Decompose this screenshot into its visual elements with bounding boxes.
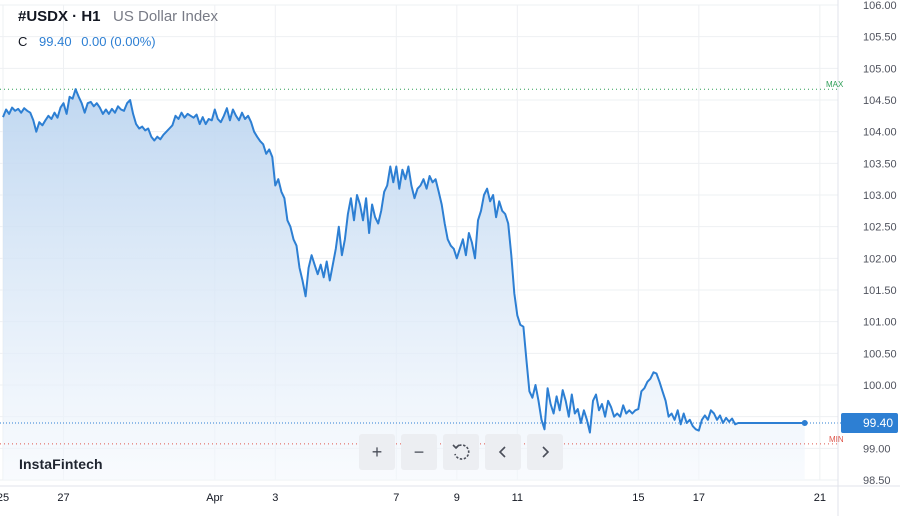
chevron-right-icon	[542, 446, 550, 458]
reset-button[interactable]	[443, 434, 479, 470]
x-tick-label: 27	[57, 492, 69, 504]
zoom-in-button[interactable]: +	[359, 434, 395, 470]
y-tick-label: 101.00	[863, 317, 897, 329]
price-area	[3, 89, 805, 480]
y-tick-label: 102.00	[863, 253, 897, 265]
last-price-dot	[801, 420, 808, 426]
scroll-right-button[interactable]	[527, 434, 563, 470]
symbol-title[interactable]: #USDX · H1	[18, 8, 101, 25]
price-area-fill	[3, 89, 805, 480]
y-tick-label: 102.50	[863, 222, 897, 234]
y-tick-label: 104.00	[863, 127, 897, 139]
price-line-layer	[2, 88, 808, 434]
quote-line: C 99.40 0.00 (0.00%)	[18, 34, 162, 49]
chart-header: #USDX · H1 US Dollar Index	[18, 8, 218, 26]
y-tick-label: 99.00	[863, 443, 891, 455]
y-tick-label: 106.00	[863, 0, 897, 12]
min-label: MIN	[829, 434, 844, 444]
brand-logo: InstaFintech	[19, 456, 103, 472]
symbol-description: US Dollar Index	[112, 8, 219, 25]
chart-toolbar: + −	[359, 434, 563, 470]
y-tick-label: 104.50	[863, 95, 897, 107]
zoom-out-button[interactable]: −	[401, 434, 437, 470]
close-value: 99.40	[39, 34, 72, 49]
y-tick-label: 100.00	[863, 380, 897, 392]
max-label: MAX	[826, 80, 844, 90]
x-tick-label: 11	[512, 492, 523, 504]
x-tick-label: 7	[393, 492, 399, 504]
y-tick-label: 101.50	[863, 285, 897, 297]
minus-icon: −	[413, 441, 425, 462]
x-tick-label: 9	[454, 492, 460, 504]
change-value: 0.00 (0.00%)	[81, 34, 156, 49]
x-tick-label: 25	[0, 492, 9, 504]
x-tick-label: Apr	[206, 492, 223, 504]
price-line	[2, 88, 805, 434]
close-label: C	[18, 34, 28, 49]
y-tick-label: 105.50	[863, 32, 897, 44]
x-tick-label: 17	[693, 492, 705, 504]
plus-icon: +	[371, 441, 383, 462]
scroll-left-button[interactable]	[485, 434, 521, 470]
x-tick-label: 3	[272, 492, 278, 504]
y-tick-label: 98.50	[863, 475, 891, 487]
reset-icon	[452, 444, 470, 460]
x-tick-label: 21	[814, 492, 826, 504]
y-tick-label: 103.50	[863, 158, 897, 170]
x-tick-label: 15	[632, 492, 644, 504]
chevron-left-icon	[498, 446, 506, 458]
y-tick-label: 103.00	[863, 190, 897, 202]
y-tick-label: 105.00	[863, 63, 897, 75]
last-price-label: 99.40	[841, 413, 898, 433]
y-tick-label: 100.50	[863, 348, 897, 360]
